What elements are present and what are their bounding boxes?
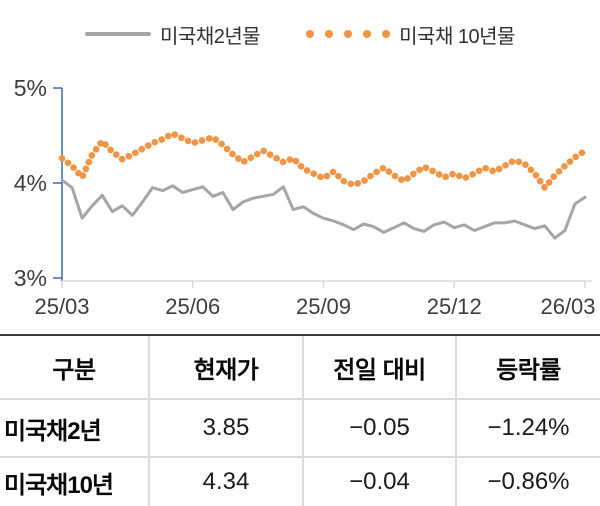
table-row-us10y-price: 4.34 — [148, 456, 302, 506]
table-row-us10y-change: −0.04 — [302, 456, 455, 506]
dots-swatch-icon — [306, 30, 391, 38]
y-tick-label: 4% — [14, 170, 47, 196]
y-tick-label: 3% — [14, 265, 47, 291]
legend-item-us10y: 미국채 10년물 — [306, 20, 515, 49]
series-us10y-dots — [58, 130, 589, 191]
legend-label-us10y: 미국채 10년물 — [399, 25, 515, 48]
line-swatch-icon — [85, 32, 152, 36]
table-header-pct-change: 등락률 — [455, 336, 600, 398]
table-header-price: 현재가 — [148, 336, 302, 398]
x-tick-label: 25/03 — [34, 294, 89, 319]
table-row-us10y-pct: −0.86% — [455, 456, 600, 506]
x-tick-label: 25/12 — [427, 294, 482, 319]
table-row-us2y-price: 3.85 — [148, 398, 302, 456]
table-header-change: 전일 대비 — [302, 336, 455, 398]
table-header-category: 구분 — [52, 356, 96, 384]
x-tick-label: 26/03 — [540, 294, 595, 319]
table-row-us10y-label: 미국채10년 — [0, 456, 148, 506]
quote-table: 구분 현재가 전일 대비 등락률 미국채2년 3.85 −0.05 −1.24%… — [0, 334, 600, 506]
x-tick-label: 25/06 — [165, 294, 220, 319]
y-tick-label: 5% — [14, 75, 47, 101]
yield-chart: 5% 4% 3% 25/03 25/06 25/09 25/12 26/03 — [14, 75, 596, 319]
chart-legend: 미국채2년물 미국채 10년물 — [0, 16, 600, 52]
legend-label-us2y: 미국채2년물 — [160, 25, 261, 48]
series-us2y-line — [60, 178, 587, 240]
table-row-us2y-label: 미국채2년 — [0, 398, 148, 456]
table-row-us2y-pct: −1.24% — [455, 398, 600, 456]
legend-item-us2y: 미국채2년물 — [85, 20, 261, 49]
table-row-us2y-change: −0.05 — [302, 398, 455, 456]
x-tick-label: 25/09 — [296, 294, 351, 319]
